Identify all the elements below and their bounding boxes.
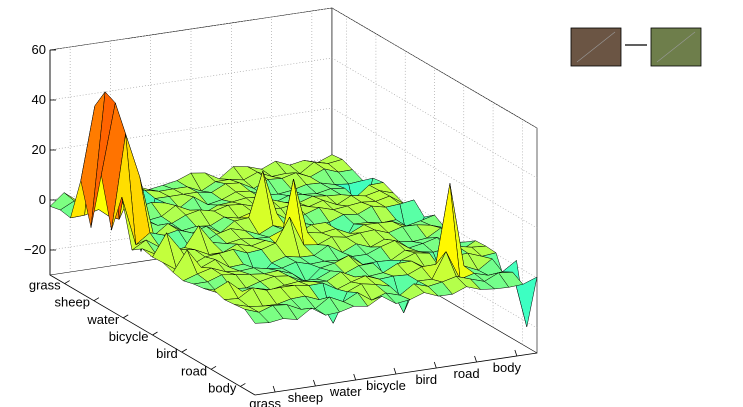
y-tick — [240, 383, 246, 387]
x-tick-label: bird — [415, 372, 437, 387]
surface-plot — [49, 91, 538, 328]
y-tick — [93, 297, 100, 302]
x-tick — [353, 373, 357, 381]
y-tick-label: body — [208, 380, 237, 395]
x-tick-label: water — [329, 384, 362, 399]
x-tick-label: bicycle — [366, 378, 406, 393]
swatch-diagonal — [576, 31, 616, 63]
axis-ticks: 6040200−20grasssheepwaterbicyclebirdroad… — [24, 42, 522, 407]
color-swatches — [570, 27, 702, 67]
z-tick-label: 0 — [39, 192, 46, 207]
y-tick-label: bicycle — [109, 329, 149, 344]
x-tick — [474, 355, 477, 363]
y-tick-label: grass — [29, 278, 61, 293]
y-tick — [123, 314, 129, 319]
z-gridline — [49, 57, 538, 179]
z-tick-label: 40 — [32, 92, 46, 107]
z-gridline — [49, 107, 538, 229]
x-tick-label: body — [493, 360, 522, 375]
x-tick — [433, 361, 437, 369]
surface-face — [244, 308, 270, 324]
y-tick-label: bird — [156, 346, 178, 361]
x-tick-label: sheep — [288, 390, 323, 405]
x-tick — [272, 385, 276, 393]
z-tick-label: 60 — [32, 42, 46, 57]
x-tick-label: grass — [249, 396, 281, 407]
z-tick-label: 20 — [32, 142, 46, 157]
y-tick-label: sheep — [55, 295, 90, 310]
x-tick-label: road — [454, 366, 480, 381]
y-tick — [64, 280, 70, 284]
z-gridline — [49, 7, 538, 129]
x-tick — [393, 367, 397, 375]
z-tick-label: −20 — [24, 242, 46, 257]
x-tick — [313, 379, 316, 387]
y-tick — [181, 348, 187, 353]
y-tick-label: road — [181, 363, 207, 378]
y-tick — [210, 365, 217, 370]
y-tick — [152, 331, 158, 336]
y-tick-label: water — [86, 312, 119, 327]
x-tick — [514, 349, 518, 357]
swatch-diagonal — [656, 31, 696, 63]
